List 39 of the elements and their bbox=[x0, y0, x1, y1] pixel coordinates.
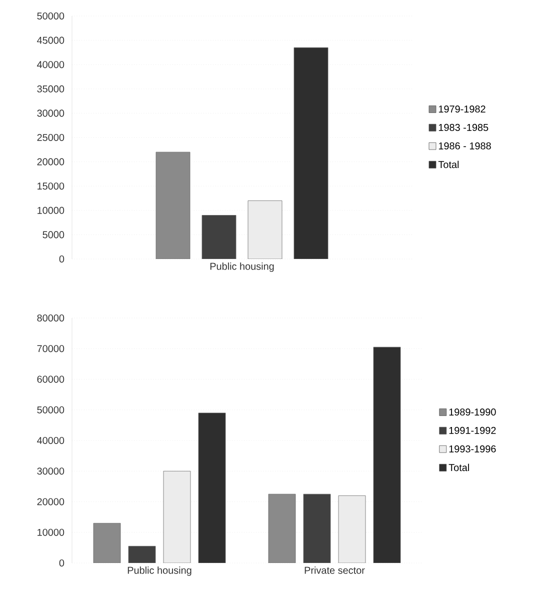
y-tick-label: 60000 bbox=[37, 376, 64, 383]
legend-label: 1991-1992 bbox=[449, 426, 496, 434]
y-tick-label: 0 bbox=[59, 255, 64, 263]
y-tick-label: 10000 bbox=[38, 528, 64, 536]
y-tick-label: 50000 bbox=[37, 406, 64, 414]
bar bbox=[338, 495, 366, 563]
legend-label: 1986 - 1988 bbox=[438, 142, 491, 150]
y-tick-label: 40000 bbox=[37, 436, 64, 444]
y-tick-label: 35000 bbox=[37, 85, 64, 92]
bar bbox=[303, 494, 331, 563]
y-tick-label: 50000 bbox=[37, 12, 64, 20]
bar bbox=[198, 412, 226, 563]
y-tick-label: 30000 bbox=[37, 468, 64, 475]
y-tick-label: 70000 bbox=[37, 345, 64, 352]
legend-label: 1979-1982 bbox=[438, 105, 486, 113]
y-tick-label: 40000 bbox=[37, 61, 64, 68]
bar bbox=[128, 546, 156, 563]
legend-label: 1989-1990 bbox=[449, 408, 496, 416]
bar bbox=[163, 470, 191, 563]
y-tick-label: 80000 bbox=[37, 314, 64, 322]
legend-label: 1983 -1985 bbox=[438, 124, 488, 131]
y-tick-label: 25000 bbox=[37, 134, 64, 142]
x-tick-label: Public housing bbox=[210, 262, 274, 272]
y-tick-label: 45000 bbox=[37, 36, 64, 44]
legend-label: 1993-1996 bbox=[449, 445, 496, 452]
x-tick-label: Private sector bbox=[304, 566, 365, 574]
y-tick-label: 0 bbox=[59, 559, 64, 567]
legend-label: Total bbox=[448, 464, 469, 472]
y-tick-label: 10000 bbox=[38, 206, 64, 214]
legend-label: Total bbox=[438, 160, 459, 168]
x-tick-label: Public housing bbox=[128, 566, 192, 576]
y-tick-label: 30000 bbox=[37, 110, 64, 117]
y-tick-label: 5000 bbox=[42, 231, 64, 238]
y-tick-label: 20000 bbox=[37, 498, 64, 506]
y-tick-label: 20000 bbox=[37, 158, 64, 166]
y-tick-label: 15000 bbox=[38, 182, 64, 190]
bar bbox=[93, 522, 121, 563]
bar bbox=[268, 494, 296, 563]
bar bbox=[373, 346, 401, 563]
